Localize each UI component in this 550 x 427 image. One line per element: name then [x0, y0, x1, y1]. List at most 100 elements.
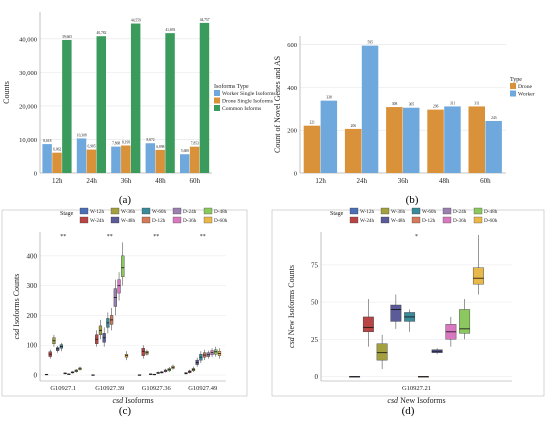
significance-mark: **: [60, 234, 66, 240]
x-axis-label-rest: New Isoforms: [398, 396, 446, 405]
legend-swatch: [411, 207, 421, 215]
data-label: 311: [474, 101, 479, 105]
legend-title: Isoforms Type: [214, 83, 249, 90]
data-label: 41,693: [165, 28, 175, 33]
plot-area: [321, 232, 512, 381]
legend-title: Stage: [60, 211, 74, 217]
data-label: 308: [392, 102, 398, 106]
legend-label: W-24h: [90, 218, 105, 224]
legend-swatch: [380, 216, 390, 224]
bar: [111, 146, 121, 173]
x-tick-label: G10927.1: [50, 385, 76, 392]
legend-swatch: [349, 207, 359, 215]
y-tick-label: 600: [287, 42, 297, 49]
legend-swatch: [110, 216, 120, 224]
x-tick-label: G10927.49: [188, 385, 217, 392]
y-tick-label: 300: [27, 282, 38, 290]
bar: [189, 146, 200, 173]
legend-label: W-60h: [152, 209, 167, 215]
legend-label: D-48h: [214, 209, 228, 215]
legend-title: Stage: [330, 211, 344, 217]
data-label: 338: [326, 96, 332, 100]
legend-swatch: [203, 207, 213, 215]
bar: [96, 36, 106, 174]
bar: [468, 106, 485, 173]
data-label: 10,308: [77, 133, 87, 138]
data-label: 221: [309, 121, 315, 125]
y-tick-label: 200: [287, 128, 297, 135]
legend-swatch: [79, 207, 89, 215]
y-axis-label: csd New Isoforms Counts: [287, 265, 296, 348]
legend-label: W-48h: [121, 218, 136, 224]
legend-label: W-36h: [391, 209, 406, 215]
significance-mark: **: [107, 234, 113, 240]
legend-label: W-48h: [391, 218, 406, 224]
legend-label: W-24h: [360, 218, 375, 224]
legend-label: D-24h: [453, 209, 467, 215]
legend-label: W-12h: [90, 209, 105, 215]
data-label: 44,559: [131, 19, 141, 24]
y-tick-label: 0: [315, 373, 319, 381]
bar: [76, 138, 87, 173]
legend-swatch: [510, 90, 516, 97]
bar: [52, 152, 62, 173]
x-tick-label: 36h: [121, 177, 132, 185]
x-tick-label: 24h: [357, 177, 368, 185]
box: [390, 304, 402, 322]
data-label: 7,868: [112, 142, 120, 147]
bar: [199, 22, 210, 173]
data-label: 6,062: [53, 148, 61, 153]
y-tick-label: 200: [27, 312, 38, 320]
legend-swatch: [141, 216, 151, 224]
x-tick-label: G10927.39: [95, 385, 124, 392]
y-tick-label: 30,000: [19, 70, 37, 77]
bar: [155, 149, 165, 173]
x-axis-label-italic: csd: [387, 396, 399, 405]
panel-frame: [1, 209, 248, 397]
legend-label: Drone: [518, 84, 532, 90]
data-label: 8,618: [43, 139, 51, 144]
y-tick-label: 400: [287, 85, 297, 92]
significance-mark: **: [153, 234, 159, 240]
data-label: 296: [433, 105, 439, 109]
y-tick-label: 0: [294, 171, 297, 178]
significance-mark: *: [415, 234, 418, 240]
box: [472, 267, 484, 285]
legend-swatch: [473, 207, 483, 215]
x-axis-label: csd New Isoforms: [387, 396, 445, 405]
bar: [130, 23, 141, 173]
legend-label: Common Isforms: [222, 105, 261, 112]
y-tick-label: 25: [311, 336, 319, 344]
x-tick-label: 36h: [398, 177, 409, 185]
y-axis-label: csd Isoforms Counts: [12, 274, 21, 340]
panel-c-chart: 0 100 200 300 400 Stage W-12h W-36h W-60h D-24h D-…: [1, 207, 248, 405]
bar: [320, 100, 338, 173]
panel-frame: [271, 209, 545, 397]
significance-mark: **: [200, 234, 206, 240]
data-label: 305: [409, 103, 415, 107]
panel-d-chart: 0 25 50 75 Stage W-12h W-36h W-60h D-24h D-48h W-2…: [271, 207, 545, 405]
x-axis-label-rest: Isoforms: [123, 396, 153, 405]
legend-label: D-36h: [453, 218, 467, 224]
legend-swatch: [110, 207, 120, 215]
legend-swatch: [510, 83, 516, 89]
box: [141, 348, 145, 356]
legend-swatch: [214, 105, 220, 111]
legend-swatch: [442, 207, 452, 215]
legend-swatch: [214, 97, 220, 104]
data-label: 6,898: [156, 145, 164, 150]
legend-label: D-48h: [484, 209, 498, 215]
y-axis-label-italic: csd: [12, 328, 21, 340]
panel-label-a: (a): [119, 194, 132, 206]
bar: [427, 109, 444, 173]
x-tick-label: 60h: [190, 177, 201, 185]
panel-label-d: (d): [402, 405, 415, 417]
bar: [444, 106, 461, 173]
data-label: 6,985: [88, 145, 96, 150]
x-tick-label: 12h: [315, 177, 326, 185]
y-tick-label: 20,000: [19, 103, 37, 110]
panel-label-b: (b): [406, 194, 419, 206]
legend-swatch: [214, 90, 220, 96]
x-tick-label: 48h: [155, 177, 166, 185]
bar: [485, 120, 502, 173]
